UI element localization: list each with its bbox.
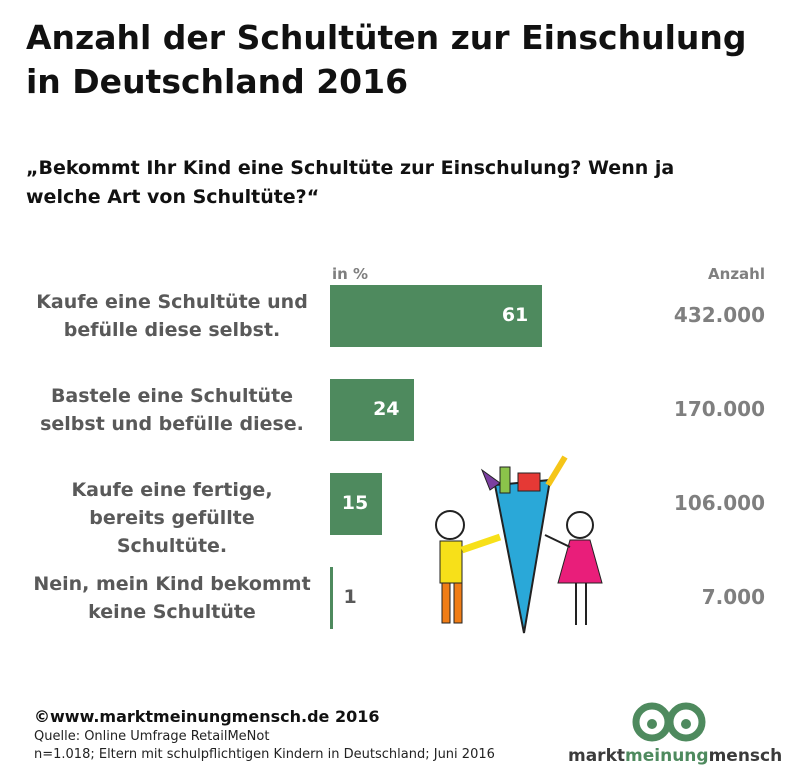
- bar: [330, 285, 543, 347]
- bar: [330, 473, 383, 535]
- chart-subtitle: „Bekommt Ihr Kind eine Schultüte zur Ein…: [26, 157, 675, 208]
- count-label: 106.000: [673, 491, 765, 515]
- bar: [330, 379, 414, 441]
- logo: marktmeinungmensch: [568, 746, 782, 766]
- count-label: 7.000: [701, 585, 765, 609]
- category-label: Kaufe eine fertige, bereits gefüllte Sch…: [71, 479, 273, 557]
- logo-owl: [632, 702, 706, 742]
- copyright: ©www.marktmeinungmensch.de 2016: [34, 707, 380, 726]
- bar: [330, 567, 334, 629]
- chart-title: Anzahl der Schultüten zur Einschulung in…: [26, 18, 747, 101]
- logo-word: markt: [568, 746, 626, 766]
- value-label: 15: [341, 492, 369, 514]
- source: Quelle: Online Umfrage RetailMeNot: [34, 729, 270, 744]
- category-label: Kaufe eine Schultüte und befülle diese s…: [36, 291, 308, 341]
- value-label: 24: [373, 398, 400, 420]
- column-header: in %: [332, 265, 369, 283]
- value-label: 1: [343, 586, 357, 608]
- column-header: Anzahl: [708, 265, 765, 283]
- sample-note: n=1.018; Eltern mit schulpflichtigen Kin…: [34, 747, 495, 762]
- category-label: Bastele eine Schultüte selbst und befüll…: [40, 385, 304, 435]
- value-label: 61: [501, 304, 529, 326]
- count-label: 170.000: [673, 397, 765, 421]
- illustration: [435, 455, 603, 634]
- category-label: Nein, mein Kind bekommt keine Schultüte: [33, 573, 311, 623]
- logo-word: meinung: [625, 746, 709, 766]
- logo-word: mensch: [708, 746, 783, 766]
- count-label: 432.000: [673, 303, 765, 327]
